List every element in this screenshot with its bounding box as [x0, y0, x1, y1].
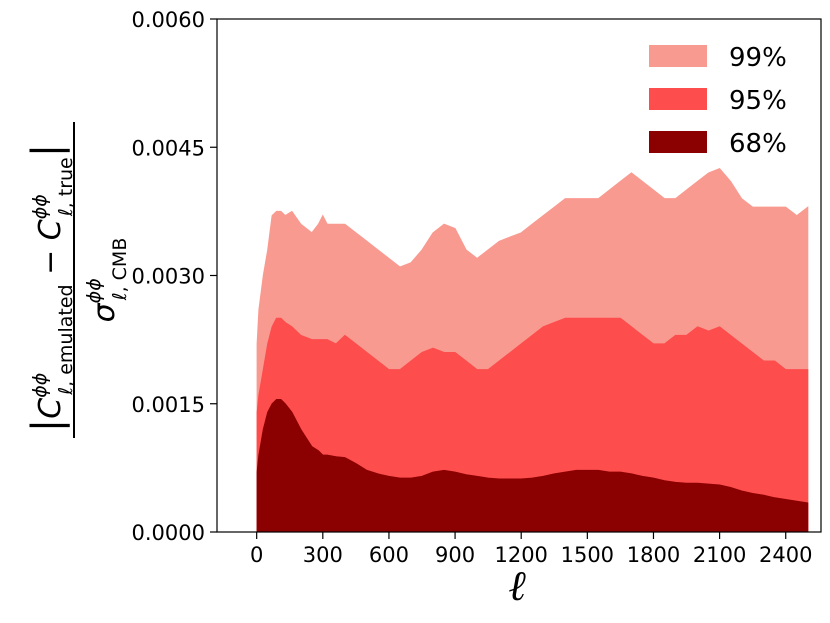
x-tick-label: 2400: [759, 543, 812, 567]
y-axis-label: |Cϕϕ ℓ, emulated − Cϕϕ ℓ, true| σϕϕ ℓ, CMB: [24, 122, 131, 438]
x-tick-label: 0: [250, 543, 263, 567]
legend-label: 99%: [729, 43, 787, 73]
x-tick-label: 300: [303, 543, 343, 567]
ylabel-minus: −: [33, 240, 68, 284]
x-tick-label: 600: [369, 543, 409, 567]
x-tick-label: 2100: [693, 543, 746, 567]
y-tick-label: 0.0000: [132, 521, 205, 545]
ylabel-den-sub: ℓ, CMB: [109, 238, 131, 302]
area-series-group: [256, 168, 809, 533]
legend-swatch: [649, 45, 707, 67]
legend-label: 95%: [729, 86, 787, 116]
x-tick-label: 900: [435, 543, 475, 567]
x-axis: 0 300 600 900 1200 1500 1800 2100 2400: [250, 532, 812, 567]
ylabel-c2: C: [33, 219, 68, 240]
legend-swatch: [649, 131, 707, 153]
x-tick-label: 1500: [561, 543, 614, 567]
ylabel-abs-right: |: [24, 144, 70, 157]
y-tick-label: 0.0015: [132, 393, 205, 417]
x-tick-label: 1800: [627, 543, 680, 567]
x-tick-label: 1200: [494, 543, 547, 567]
x-axis-label: ℓ: [509, 561, 527, 610]
ylabel-sup1: ϕϕ: [29, 373, 51, 398]
y-tick-label: 0.0045: [132, 136, 205, 160]
ylabel-c1: C: [33, 398, 68, 419]
y-tick-label: 0.0060: [132, 8, 205, 32]
ylabel-sub2: ℓ, true: [55, 157, 77, 217]
ylabel-sup2: ϕϕ: [29, 194, 51, 219]
ylabel-sub1: ℓ, emulated: [55, 284, 77, 395]
ylabel-sigma: σ: [87, 302, 122, 322]
ylabel-abs-left: |: [24, 419, 70, 432]
y-axis: 0.0000 0.0015 0.0030 0.0045 0.0060: [132, 8, 217, 545]
legend: 99% 95% 68%: [649, 43, 787, 159]
ylabel-den-sup: ϕϕ: [83, 278, 105, 303]
area-series-3: [256, 399, 809, 533]
y-tick-label: 0.0030: [132, 265, 205, 289]
legend-swatch: [649, 88, 707, 110]
legend-label: 68%: [729, 129, 787, 159]
